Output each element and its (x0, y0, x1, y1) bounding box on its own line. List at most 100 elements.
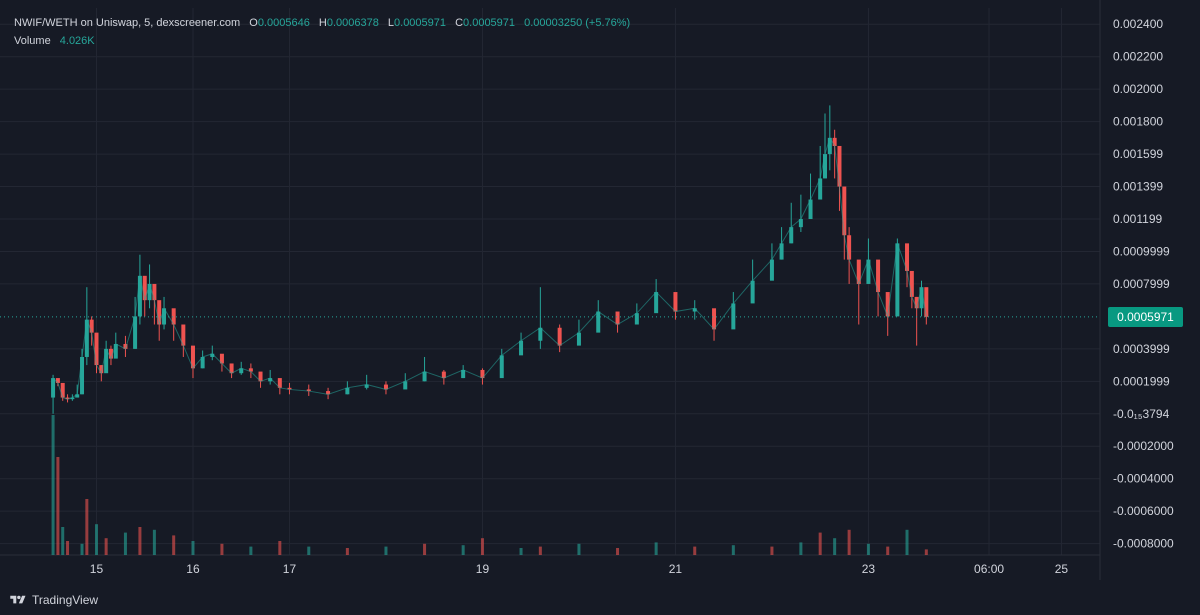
x-tick-label: 17 (283, 562, 297, 576)
candle-body (210, 353, 215, 357)
candle-body (654, 292, 659, 314)
candle-body (750, 280, 755, 304)
candle-body (70, 397, 75, 400)
candle-body (808, 199, 813, 220)
candle-body (499, 355, 504, 379)
volume-bar (616, 548, 620, 555)
candle-body (914, 296, 919, 309)
y-tick-label: 0.002200 (1113, 50, 1163, 64)
candle-body (798, 219, 803, 228)
candle-body (596, 311, 601, 333)
tradingview-logo-icon (10, 595, 26, 604)
candle-body (306, 389, 311, 392)
candle-body (248, 368, 253, 372)
y-tick-label: 0.0007999 (1113, 277, 1170, 291)
candle-body (842, 186, 847, 236)
candle-body (277, 378, 282, 388)
volume-bar (85, 499, 89, 555)
x-tick-label: 16 (186, 562, 200, 576)
volume-bar (152, 529, 156, 555)
candle-body (856, 259, 861, 284)
x-tick-label: 25 (1055, 562, 1069, 576)
candle-body (876, 259, 881, 293)
candle-body (190, 345, 195, 369)
legend-ohlc-row: NWIF/WETH on Uniswap, 5, dexscreener.com… (14, 14, 630, 32)
candle-body (480, 369, 485, 379)
y-tick-label: 0.001399 (1113, 180, 1163, 194)
volume-bar (307, 546, 311, 555)
candle-body (832, 137, 837, 146)
last-price-tag: 0.0005971 (1108, 306, 1183, 327)
volume-bar (461, 545, 465, 555)
candle-body (65, 397, 70, 400)
volume-bar (104, 538, 108, 555)
tradingview-brand[interactable]: TradingView (10, 593, 98, 607)
candle-body (789, 227, 794, 244)
legend-volume-row: Volume 4.026K (14, 32, 630, 50)
y-tick-label: 0.0003999 (1113, 342, 1170, 356)
change-value: 0.00003250 (+5.76%) (524, 17, 631, 29)
candle-body (229, 363, 234, 374)
volume-bar (654, 542, 658, 555)
volume-label: Volume (14, 35, 51, 47)
x-tick-label: 15 (90, 562, 104, 576)
candle-body (239, 368, 244, 374)
x-tick-label: 23 (862, 562, 876, 576)
low-label: L (387, 17, 395, 29)
volume-value: 4.026K (59, 35, 95, 47)
y-tick-label: -0.0002000 (1113, 439, 1174, 453)
candle-body (823, 154, 827, 179)
volume-bar (345, 548, 349, 555)
candle-body (924, 287, 929, 317)
candle-body (157, 300, 162, 325)
volume-bar (94, 524, 98, 555)
candle-body (827, 137, 832, 155)
volume-bar (249, 546, 253, 555)
y-tick-label: -0.0006000 (1113, 504, 1174, 518)
candle-body (60, 382, 65, 398)
volume-bar (818, 532, 822, 555)
candle-body (519, 340, 524, 356)
candle-body (364, 384, 369, 388)
candle-body (108, 348, 113, 359)
candle-body (383, 384, 388, 390)
volume-bar (61, 527, 65, 555)
candle-body (538, 327, 543, 341)
volume-bar (138, 527, 142, 555)
volume-bar (905, 529, 909, 555)
candle-body (818, 178, 823, 200)
volume-bar (191, 541, 195, 555)
volume-bar (66, 541, 70, 555)
close-value: 0.0005971 (463, 17, 516, 29)
candle-body (113, 343, 118, 359)
volume-bar (847, 529, 851, 555)
high-value: 0.0006378 (326, 17, 379, 29)
candle-body (89, 319, 94, 333)
y-tick-label: -0.0008000 (1113, 537, 1174, 551)
candle-body (634, 313, 639, 325)
candle-body (422, 371, 427, 382)
volume-bar (123, 532, 127, 555)
candle-body (258, 371, 263, 382)
candle-body (731, 303, 736, 330)
close-label: C (455, 17, 464, 29)
volume-bar (577, 543, 581, 555)
candle-body (133, 316, 138, 349)
y-tick-label: -0.0₁₅3794 (1113, 407, 1170, 421)
volume-bar (220, 543, 224, 555)
candle-body (181, 324, 186, 346)
volume-bar (833, 538, 837, 555)
candle-body (55, 378, 60, 383)
candle-body (345, 387, 350, 395)
candle-body (104, 348, 109, 374)
y-tick-label: 0.0009999 (1113, 244, 1170, 258)
candle-body (712, 308, 717, 330)
volume-bar (731, 545, 735, 555)
candle-body (919, 287, 924, 309)
candle-body (326, 391, 331, 395)
y-tick-label: 0.001199 (1113, 212, 1162, 226)
candle-body (895, 243, 900, 317)
volume-bar (866, 543, 870, 555)
x-tick-label: 19 (476, 562, 490, 576)
